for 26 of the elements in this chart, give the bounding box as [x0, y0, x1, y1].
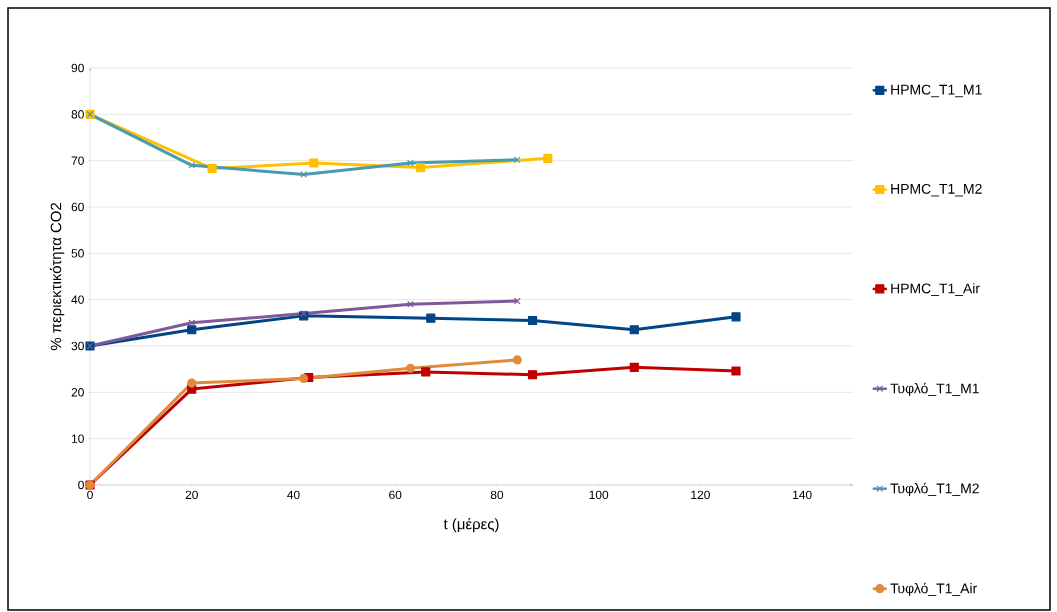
legend-label: Τυφλό_T1_M2 [890, 482, 979, 497]
x-tick-label: 60 [389, 490, 402, 500]
y-tick-label: 40 [71, 295, 84, 304]
y-axis-title: % περιεκτικότητα CO2 [49, 203, 65, 351]
x-tick-label: 0 [87, 490, 93, 500]
legend-label: HPMC_T1_M2 [891, 183, 982, 197]
legend-label: HPMC_T1_Air [891, 283, 980, 296]
y-tick-label: 70 [71, 156, 84, 165]
y-tick-label: 20 [71, 388, 84, 397]
legend-label: HPMC_T1_M1 [891, 84, 982, 98]
x-tick-label: 20 [185, 490, 198, 500]
y-tick-label: 50 [71, 249, 84, 258]
y-tick-label: 0 [78, 480, 84, 490]
y-tick-label: 10 [71, 434, 84, 443]
y-tick-label: 60 [71, 202, 84, 212]
x-tick-label: 80 [490, 490, 504, 500]
x-axis-title: t (μέρες) [443, 517, 499, 533]
x-tick-label: 140 [793, 490, 812, 500]
legend-label: Τυφλό_T1_Air [890, 582, 977, 597]
y-tick-label: 90 [71, 63, 84, 73]
y-tick-label: 30 [71, 341, 84, 351]
x-tick-label: 100 [589, 490, 609, 500]
y-tick-label: 80 [71, 110, 84, 119]
x-tick-label: 120 [691, 490, 710, 500]
legend-label: Τυφλό_T1_M1 [890, 382, 979, 397]
x-tick-label: 40 [287, 490, 300, 500]
